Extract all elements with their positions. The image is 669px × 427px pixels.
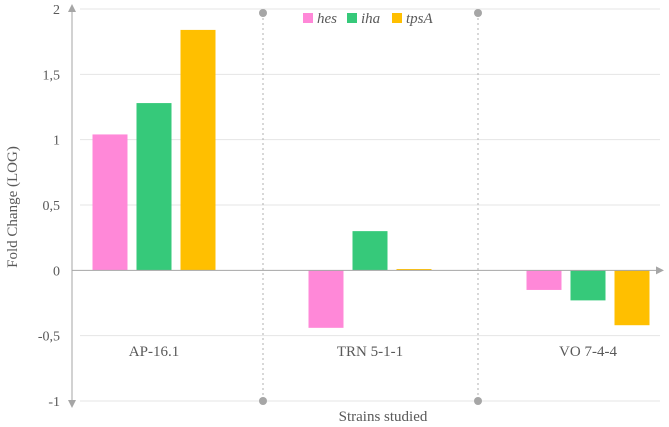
bar-hes-2 (526, 270, 562, 290)
y-axis-arrow-up (68, 4, 76, 12)
bar-tpsA-1 (396, 269, 432, 271)
x-axis-arrow (656, 266, 664, 275)
category-label: TRN 5-1-1 (337, 344, 403, 360)
category-separators (259, 9, 482, 405)
separator-dot (474, 9, 482, 17)
y-tick-label: 1,5 (43, 68, 61, 83)
separator-dot (474, 397, 482, 405)
bars (92, 29, 650, 328)
y-axis-title: Fold Change (LOG) (5, 146, 21, 268)
category-label: AP-16.1 (129, 344, 179, 360)
legend-label-iha: iha (361, 11, 380, 27)
legend-label-tpsA: tpsA (406, 11, 434, 27)
legend-swatch-iha (347, 13, 357, 23)
bar-iha-0 (136, 103, 172, 271)
bar-hes-0 (92, 134, 128, 271)
separator-dot (259, 397, 267, 405)
y-tick-label: 0,5 (43, 199, 61, 214)
bar-tpsA-0 (180, 29, 216, 271)
axes (68, 4, 664, 408)
bar-tpsA-2 (614, 270, 650, 326)
y-tick-label: -1 (48, 395, 60, 410)
y-tick-labels: -1 -0,5 0 0,5 1 1,5 2 (38, 3, 60, 410)
gridlines (80, 8, 660, 402)
bar-iha-2 (570, 270, 606, 301)
y-tick-label: -0,5 (38, 330, 60, 345)
y-tick-label: 0 (53, 264, 60, 279)
y-tick-label: 2 (53, 3, 60, 18)
legend-label-hes: hes (317, 11, 337, 27)
category-label: VO 7-4-4 (559, 344, 617, 360)
category-labels: AP-16.1 TRN 5-1-1 VO 7-4-4 (129, 344, 618, 360)
legend-swatch-hes (303, 13, 313, 23)
legend-swatch-tpsA (392, 13, 402, 23)
separator-dot (259, 9, 267, 17)
bar-iha-1 (352, 231, 388, 271)
bar-hes-1 (308, 270, 344, 328)
y-tick-label: 1 (53, 134, 60, 149)
legend: hes iha tpsA (303, 11, 434, 27)
x-axis-title: Strains studied (339, 409, 428, 425)
y-axis-arrow-down (68, 400, 76, 408)
